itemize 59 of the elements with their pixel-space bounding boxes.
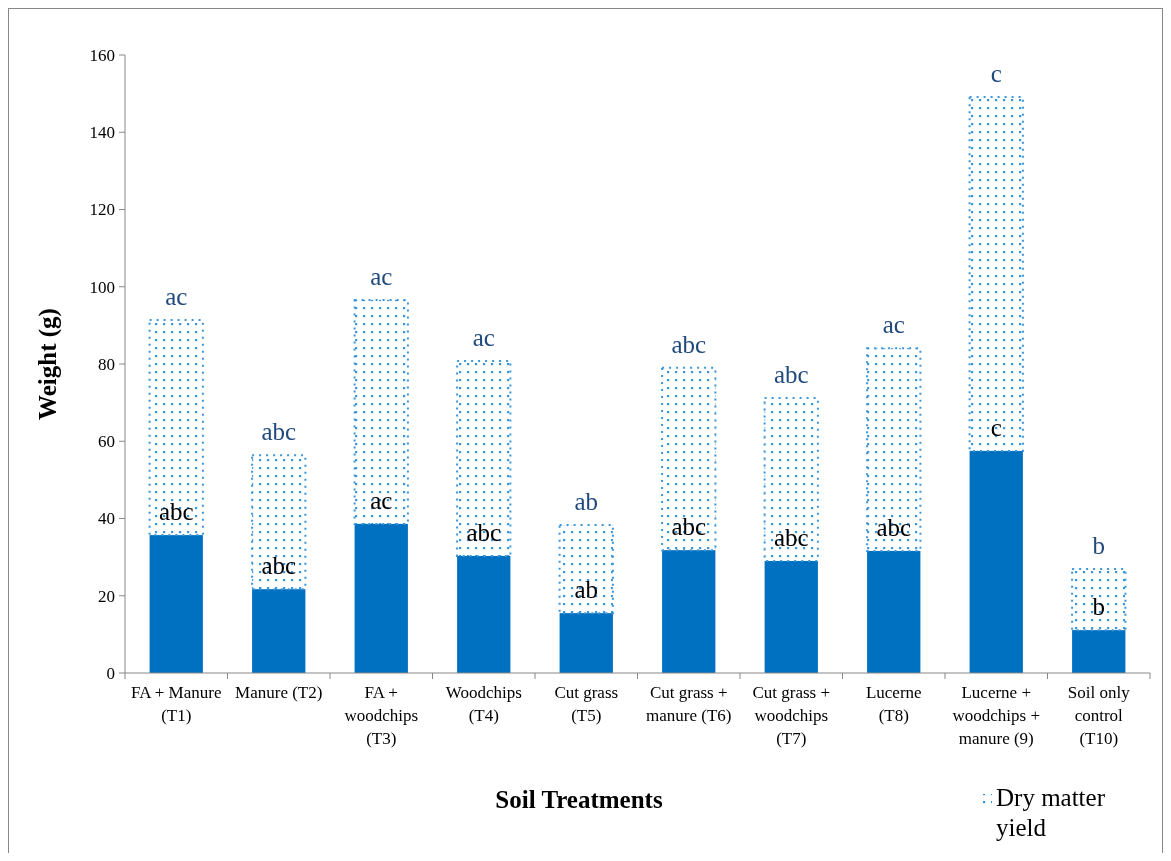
annotation: ac <box>370 262 393 290</box>
bar <box>1072 630 1126 673</box>
annotation: b <box>1092 593 1105 621</box>
bar <box>456 359 512 557</box>
bar <box>866 347 922 552</box>
annotation: abc <box>466 518 502 546</box>
x-tick-label: Manure (T2) <box>235 683 323 702</box>
annotation: abc <box>773 360 809 388</box>
y-tick-label: 120 <box>89 200 115 220</box>
annotation: abc <box>773 523 809 551</box>
annotation: abc <box>261 418 297 446</box>
bar <box>1071 568 1127 632</box>
y-tick-label: 80 <box>98 354 115 374</box>
x-tick-label: FA + Manure (T1) <box>131 683 222 725</box>
y-tick-label: 140 <box>89 123 115 143</box>
bar <box>764 560 818 673</box>
annotation: c <box>990 413 1002 441</box>
x-axis-title: Soil Treatments <box>495 786 663 813</box>
bar <box>354 523 408 673</box>
x-tick-label: Lucerne + woodchips + manure (9) <box>952 683 1040 748</box>
annotation: b <box>1092 532 1105 560</box>
y-tick-label: 160 <box>89 45 115 65</box>
annotation: ac <box>882 311 905 339</box>
y-tick-label: 100 <box>89 277 115 297</box>
bar <box>558 524 614 615</box>
bar <box>251 454 307 591</box>
bar <box>457 555 511 673</box>
bar <box>252 589 306 673</box>
x-tick-label: Cut grass + woodchips (T7) <box>752 683 831 748</box>
annotation: ab <box>574 576 599 604</box>
x-tick-label: Woodchips (T4) <box>445 683 522 725</box>
bar <box>662 550 716 673</box>
annotation: abc <box>261 552 297 580</box>
annotation: ac <box>165 282 188 310</box>
y-tick-label: 20 <box>98 586 115 606</box>
y-axis-title: Weight (g) <box>34 308 62 420</box>
x-tick-label: Soil only control (T10) <box>1067 683 1131 748</box>
y-tick-label: 40 <box>98 509 115 529</box>
annotation: ac <box>370 486 393 514</box>
y-tick-label: 0 <box>106 663 115 683</box>
annotation: ac <box>472 323 495 351</box>
x-tick-label: Cut grass + manure (T6) <box>646 683 732 725</box>
x-tick-label: FA + woodchips (T3) <box>344 683 419 748</box>
x-tick-label: Cut grass (T5) <box>554 683 619 725</box>
bar <box>969 450 1023 673</box>
annotation: abc <box>876 513 912 541</box>
bar <box>968 96 1024 452</box>
bar <box>867 550 921 673</box>
annotation: ab <box>574 488 599 516</box>
x-tick-label: Lucerne (T8) <box>865 683 922 725</box>
bar <box>353 298 409 525</box>
annotation: c <box>990 60 1002 88</box>
y-tick-label: 60 <box>98 432 115 452</box>
annotation: abc <box>158 498 194 526</box>
annotation: abc <box>671 330 707 358</box>
bar <box>559 613 613 673</box>
bar <box>149 535 203 673</box>
legend-label: Dry matter yield <box>996 784 1106 841</box>
annotation: abc <box>671 513 707 541</box>
